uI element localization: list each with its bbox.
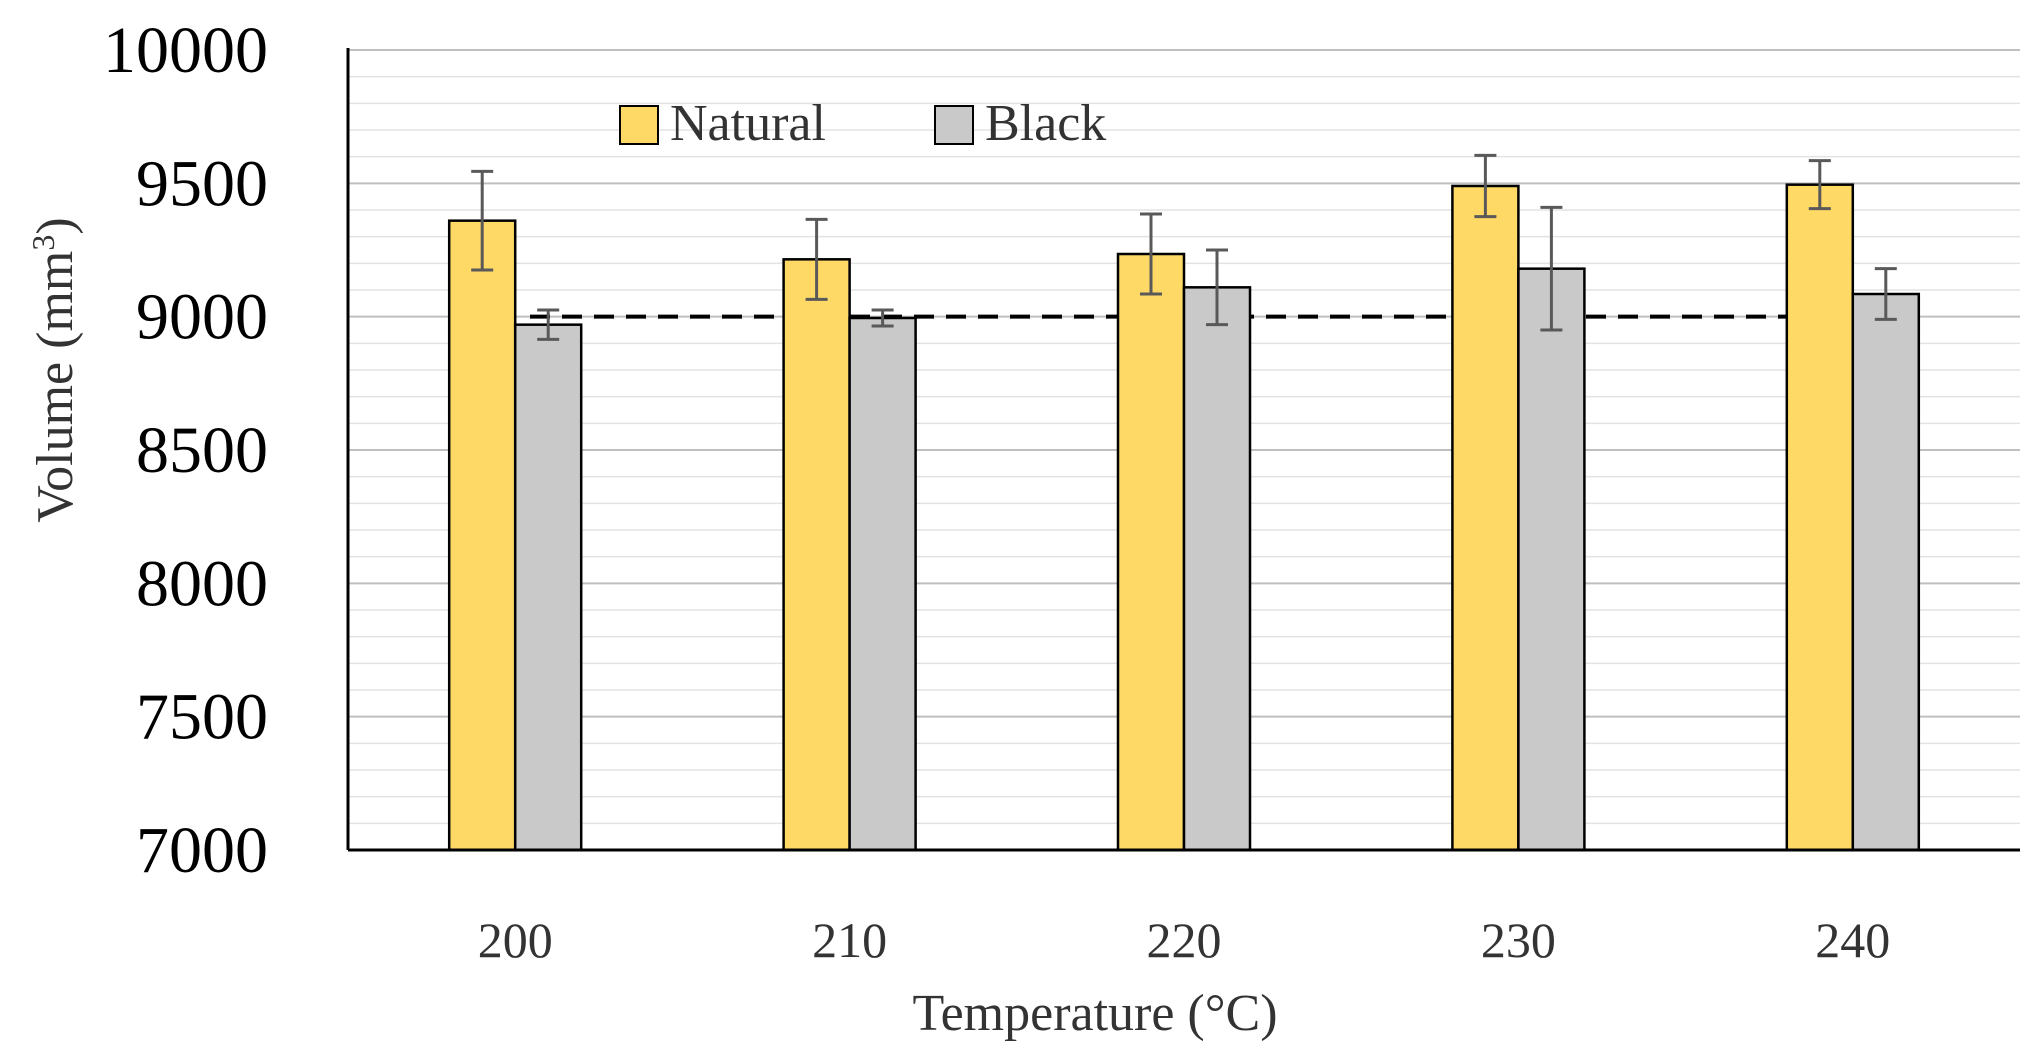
- bar-natural-230: [1451, 184, 1520, 852]
- bar-group-black-220: [1182, 248, 1252, 852]
- legend-label-black: Black: [985, 95, 1106, 152]
- bar-group-black-230: [1517, 205, 1586, 852]
- y-tick-labels: 7000 7500 8000 8500 9000 9500 10000: [103, 14, 268, 887]
- bars: [447, 153, 1921, 852]
- bar-group-natural-240: [1785, 159, 1855, 852]
- bar-group-black-240: [1851, 267, 1921, 852]
- bar-group-black-210: [848, 308, 917, 852]
- bar-group-natural-210: [782, 217, 851, 852]
- bar-black-220: [1182, 286, 1252, 852]
- x-tick-label: 210: [812, 912, 887, 968]
- y-tick-label: 7000: [136, 814, 268, 887]
- x-tick-label: 240: [1815, 912, 1890, 968]
- bar-group-black-200: [513, 308, 583, 852]
- y-axis-title: Volume (mm3): [25, 217, 84, 522]
- y-tick-label: 7500: [136, 681, 268, 754]
- x-axis-title: Temperature (°C): [912, 985, 1277, 1042]
- bar-group-natural-200: [447, 169, 517, 852]
- bar-black-240: [1851, 292, 1921, 852]
- y-tick-label: 9000: [136, 281, 268, 354]
- bar-group-natural-220: [1116, 212, 1186, 852]
- x-tick-label: 230: [1481, 912, 1556, 968]
- bar-black-210: [848, 316, 917, 852]
- axes: [346, 48, 2020, 852]
- x-tick-label: 220: [1147, 912, 1222, 968]
- y-axis-title-close: ): [27, 217, 84, 234]
- y-tick-label: 8500: [136, 414, 268, 487]
- legend-swatch-black: [934, 105, 974, 145]
- legend: Natural Black: [619, 95, 1106, 152]
- x-tick-labels: 200 210 220 230 240: [478, 912, 1891, 968]
- y-tick-label: 9500: [136, 147, 268, 220]
- bar-natural-210: [782, 258, 851, 852]
- bar-natural-220: [1116, 252, 1186, 852]
- y-axis-title-base: Volume (mm: [27, 251, 84, 523]
- y-tick-label: 10000: [103, 14, 268, 87]
- legend-label-natural: Natural: [670, 95, 826, 152]
- y-axis-title-superscript: 3: [25, 235, 61, 251]
- bar-natural-240: [1785, 183, 1855, 852]
- bar-black-200: [513, 323, 583, 852]
- bar-black-230: [1517, 267, 1586, 852]
- x-tick-label: 200: [478, 912, 553, 968]
- legend-swatch-natural: [619, 105, 659, 145]
- bar-group-natural-230: [1451, 153, 1520, 852]
- y-tick-label: 8000: [136, 547, 268, 620]
- bar-natural-200: [447, 219, 517, 852]
